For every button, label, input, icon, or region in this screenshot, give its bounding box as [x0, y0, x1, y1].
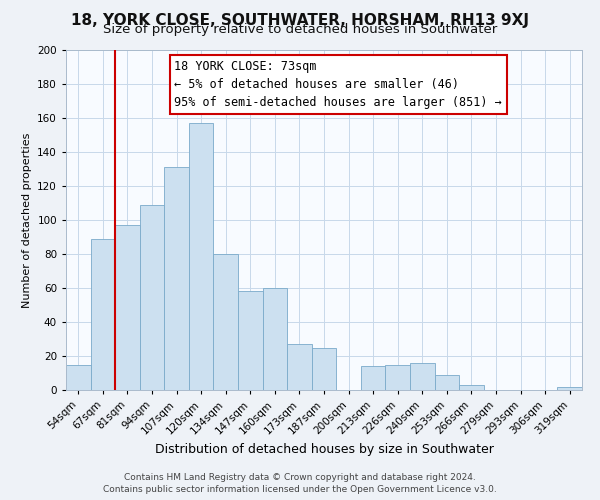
Bar [164, 168, 189, 390]
Bar [385, 364, 410, 390]
Bar [312, 348, 336, 390]
Bar [459, 385, 484, 390]
Bar [557, 386, 582, 390]
Bar [214, 254, 238, 390]
Bar [140, 204, 164, 390]
Bar [410, 363, 434, 390]
Bar [287, 344, 312, 390]
X-axis label: Distribution of detached houses by size in Southwater: Distribution of detached houses by size … [155, 443, 493, 456]
Bar [189, 123, 214, 390]
Bar [263, 288, 287, 390]
Bar [238, 292, 263, 390]
Bar [434, 374, 459, 390]
Y-axis label: Number of detached properties: Number of detached properties [22, 132, 32, 308]
Text: 18, YORK CLOSE, SOUTHWATER, HORSHAM, RH13 9XJ: 18, YORK CLOSE, SOUTHWATER, HORSHAM, RH1… [71, 12, 529, 28]
Text: Size of property relative to detached houses in Southwater: Size of property relative to detached ho… [103, 22, 497, 36]
Bar [91, 238, 115, 390]
Bar [361, 366, 385, 390]
Bar [66, 364, 91, 390]
Text: Contains HM Land Registry data © Crown copyright and database right 2024.
Contai: Contains HM Land Registry data © Crown c… [103, 473, 497, 494]
Bar [115, 225, 140, 390]
Text: 18 YORK CLOSE: 73sqm
← 5% of detached houses are smaller (46)
95% of semi-detach: 18 YORK CLOSE: 73sqm ← 5% of detached ho… [175, 60, 502, 109]
